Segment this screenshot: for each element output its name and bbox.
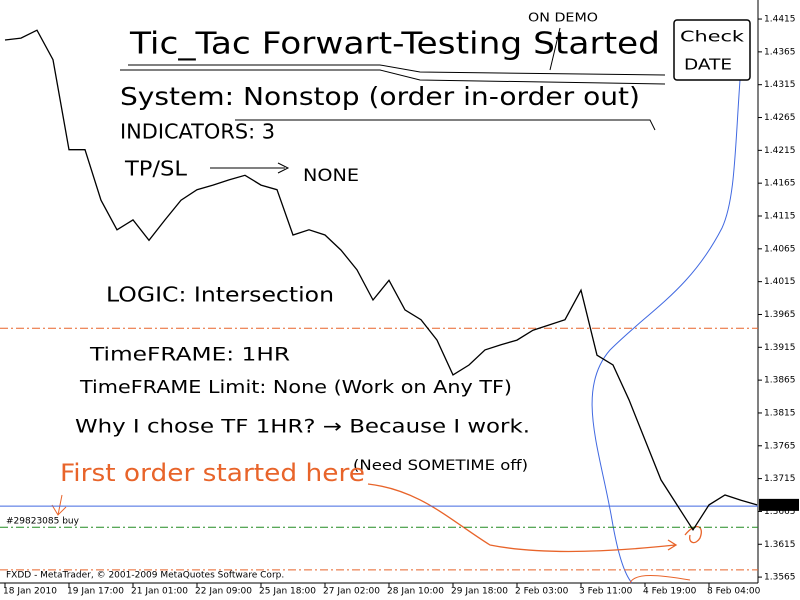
annotation: NONE — [303, 166, 359, 186]
annotation: TimeFRAME: 1HR — [89, 344, 290, 366]
annotation: INDICATORS: 3 — [120, 120, 275, 144]
y-tick-label: 1.4015 — [764, 277, 796, 287]
underline — [120, 64, 666, 85]
x-tick-label: 27 Jan 02:00 — [323, 587, 380, 597]
y-tick-label: 1.3665 — [764, 507, 796, 517]
annotation: TP/SL — [124, 157, 188, 181]
underline — [235, 119, 656, 131]
last-price-label: 1.3675 — [762, 500, 794, 510]
hand-curve — [629, 575, 691, 584]
check-box — [673, 19, 751, 81]
x-tick-label: 2 Feb 03:00 — [515, 587, 569, 597]
last-price-box — [759, 498, 799, 511]
y-tick-label: 1.3715 — [764, 474, 796, 484]
y-tick-label: 1.4415 — [764, 15, 796, 25]
y-tick-label: 1.4365 — [764, 47, 796, 57]
x-tick-label: 19 Jan 17:00 — [67, 587, 124, 597]
y-tick-label: 1.3865 — [764, 376, 796, 386]
x-tick-label: 3 Feb 11:00 — [579, 587, 633, 597]
annotation: TimeFRAME Limit: None (Work on Any TF) — [79, 377, 512, 398]
x-tick-label: 22 Jan 09:00 — [195, 587, 252, 597]
y-tick-label: 1.4215 — [764, 146, 796, 156]
hand-curve — [591, 79, 741, 584]
annotation: Check — [680, 28, 744, 46]
x-tick-label: 8 Feb 04:00 — [707, 587, 761, 597]
y-tick-label: 1.4165 — [764, 179, 796, 189]
caret — [549, 27, 561, 71]
order-mark — [684, 526, 702, 544]
x-tick-label: 21 Jan 01:00 — [131, 587, 188, 597]
order-arrow — [367, 483, 678, 553]
y-tick-label: 1.3765 — [764, 441, 796, 451]
x-tick-label: 28 Jan 10:00 — [387, 587, 444, 597]
x-tick-label: 29 Jan 18:00 — [451, 587, 508, 597]
y-tick-label: 1.4315 — [764, 80, 796, 90]
annotation: LOGIC: Intersection — [106, 283, 334, 307]
y-tick-label: 1.3815 — [764, 408, 796, 418]
annotation: First order started here — [60, 459, 365, 487]
x-tick-label: 4 Feb 19:00 — [643, 587, 697, 597]
y-tick-label: 1.3965 — [764, 310, 796, 320]
y-tick-label: 1.4115 — [764, 211, 796, 221]
annotation: DATE — [684, 56, 732, 74]
y-tick-label: 1.3565 — [764, 573, 796, 583]
y-tick-label: 1.4065 — [764, 244, 796, 254]
footer: FXDD - MetaTrader, © 2001-2009 MetaQuote… — [6, 571, 284, 581]
price-line — [4, 29, 758, 532]
y-tick-label: 1.3615 — [764, 540, 796, 550]
arrow — [210, 162, 290, 174]
annotation: Why I chose TF 1HR? → Because I work. — [75, 416, 530, 438]
annotation: (Need SOMETIME off) — [353, 458, 528, 474]
x-tick-label: 25 Jan 18:00 — [259, 587, 316, 597]
annotation: Tic_Tac Forwart-Testing Started — [129, 27, 660, 62]
y-tick-label: 1.3915 — [764, 343, 796, 353]
order-label: #29823085 buy — [6, 517, 80, 527]
annotation: System: Nonstop (order in-order out) — [120, 82, 640, 111]
annotation: ON DEMO — [528, 11, 598, 25]
x-tick-label: 18 Jan 2010 — [3, 587, 57, 597]
arrow — [51, 494, 67, 516]
y-tick-label: 1.4265 — [764, 113, 796, 123]
